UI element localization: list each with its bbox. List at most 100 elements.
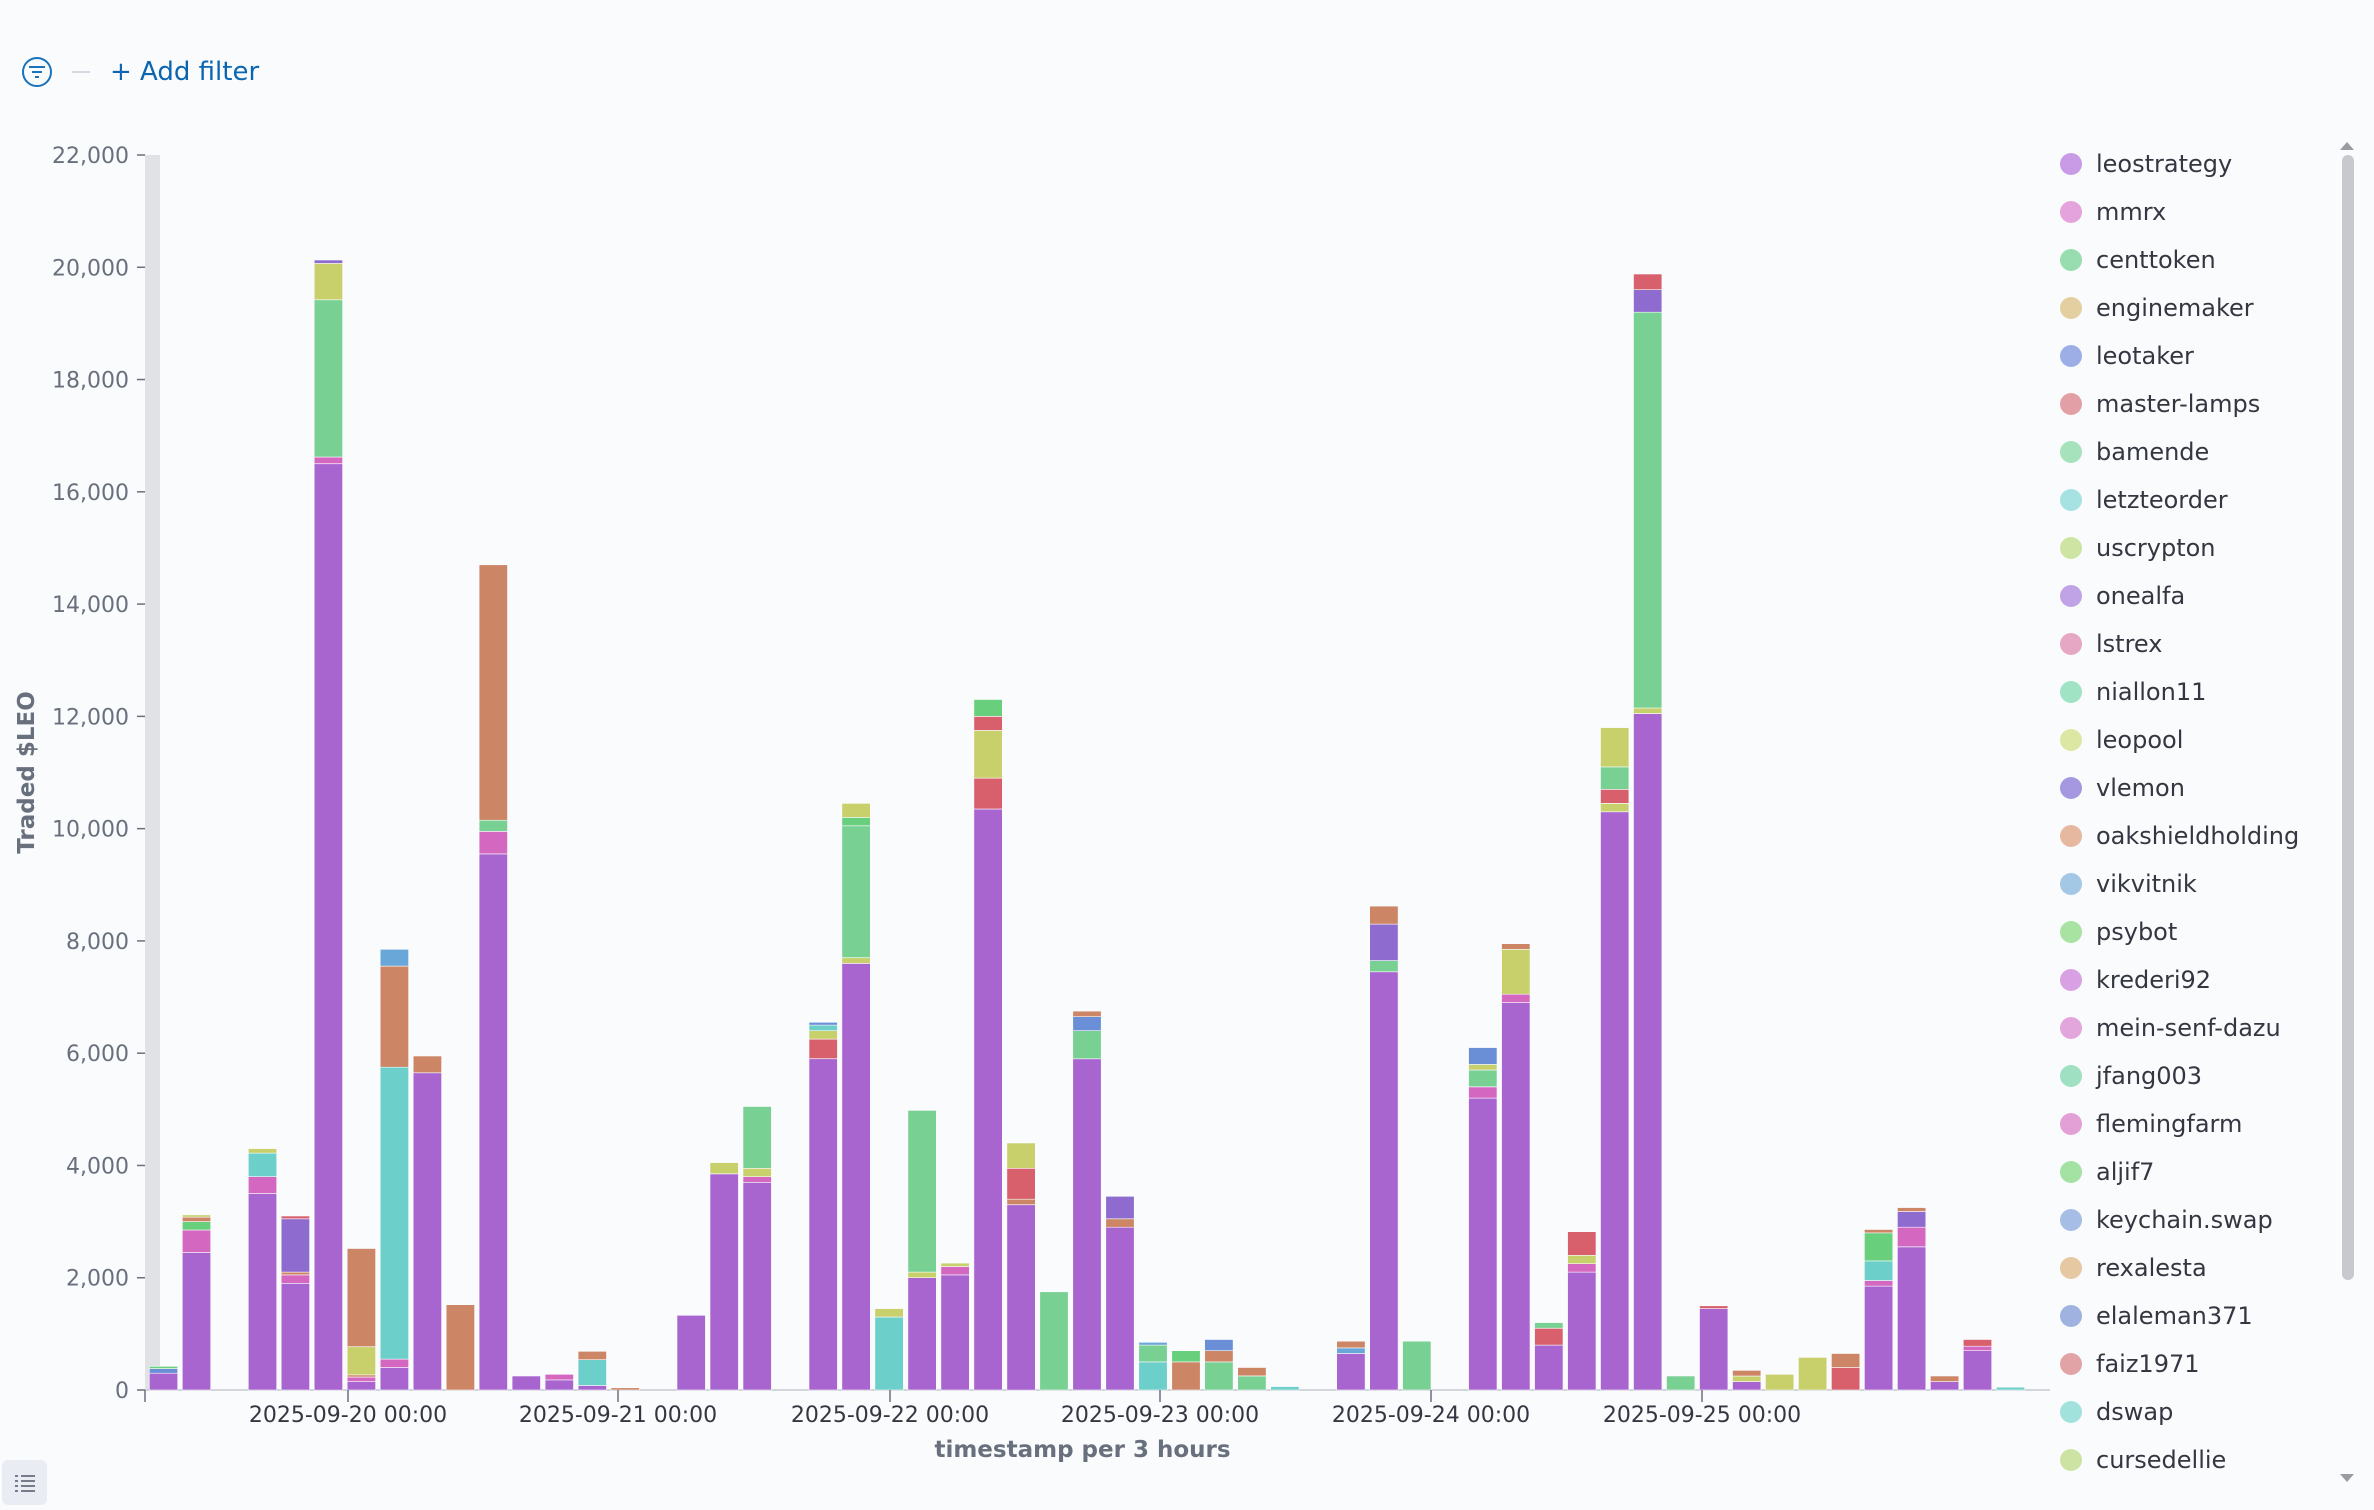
bar-segment[interactable] <box>346 1381 376 1391</box>
bar-segment[interactable] <box>1534 1328 1564 1346</box>
bar-segment[interactable] <box>1864 1229 1894 1234</box>
legend-item[interactable]: oakshieldholding <box>2060 812 2330 860</box>
legend-item[interactable]: mmrx <box>2060 188 2330 236</box>
bar-segment[interactable] <box>742 1106 772 1169</box>
bar-segment[interactable] <box>1204 1350 1234 1363</box>
bar-segment[interactable] <box>1105 1226 1135 1391</box>
bar-segment[interactable] <box>182 1214 212 1218</box>
bar-segment[interactable] <box>248 1148 278 1154</box>
bar-segment[interactable] <box>1534 1322 1564 1329</box>
bar-segment[interactable] <box>379 948 409 967</box>
bar-segment[interactable] <box>1600 766 1630 790</box>
legend-toggle-button[interactable] <box>2 1460 47 1505</box>
bar-segment[interactable] <box>577 1351 607 1361</box>
bar-segment[interactable] <box>1501 948 1531 995</box>
bar-segment[interactable] <box>1336 1340 1366 1349</box>
bar-segment[interactable] <box>841 957 871 964</box>
bar-segment[interactable] <box>1699 1305 1729 1309</box>
bar-segment[interactable] <box>280 1271 310 1276</box>
legend-item[interactable]: leotaker <box>2060 332 2330 380</box>
bar-segment[interactable] <box>313 456 343 464</box>
bar-segment[interactable] <box>379 965 409 1068</box>
bar-segment[interactable] <box>478 819 508 832</box>
legend-item[interactable]: leostrategy <box>2060 140 2330 188</box>
bar-segment[interactable] <box>1468 1069 1498 1088</box>
bar-segment[interactable] <box>874 1316 904 1391</box>
bar-segment[interactable] <box>412 1072 442 1391</box>
bar-segment[interactable] <box>1567 1271 1597 1391</box>
bar-segment[interactable] <box>907 1110 937 1273</box>
legend-item[interactable]: bamende <box>2060 428 2330 476</box>
bar-segment[interactable] <box>1006 1198 1036 1205</box>
add-filter-button[interactable]: + Add filter <box>110 57 260 87</box>
bar-segment[interactable] <box>1369 905 1399 925</box>
bar-segment[interactable] <box>808 1021 838 1026</box>
bar-segment[interactable] <box>1336 1353 1366 1391</box>
bar-segment[interactable] <box>248 1176 278 1194</box>
bar-segment[interactable] <box>1237 1375 1267 1391</box>
legend-item[interactable]: aljif7 <box>2060 1148 2330 1196</box>
bar-segment[interactable] <box>1864 1280 1894 1287</box>
legend-item[interactable]: vlemon <box>2060 764 2330 812</box>
bar-segment[interactable] <box>1600 811 1630 1391</box>
bar-segment[interactable] <box>1006 1142 1036 1169</box>
bar-segment[interactable] <box>973 699 1003 717</box>
bar-segment[interactable] <box>478 831 508 855</box>
legend-item[interactable]: dswap <box>2060 1388 2330 1436</box>
legend-item[interactable]: uscrypton <box>2060 524 2330 572</box>
bar-segment[interactable] <box>1633 273 1663 290</box>
bar-segment[interactable] <box>907 1277 937 1391</box>
bar-segment[interactable] <box>907 1271 937 1278</box>
bar-segment[interactable] <box>1336 1347 1366 1354</box>
bar-segment[interactable] <box>1402 1340 1432 1391</box>
bar-segment[interactable] <box>280 1218 310 1273</box>
bar-segment[interactable] <box>248 1193 278 1391</box>
bar-segment[interactable] <box>1831 1353 1861 1368</box>
bar-segment[interactable] <box>1369 923 1399 961</box>
bar-segment[interactable] <box>1864 1260 1894 1281</box>
bar-segment[interactable] <box>1369 971 1399 1391</box>
legend-item[interactable]: krederi92 <box>2060 956 2330 1004</box>
bar-segment[interactable] <box>379 1066 409 1360</box>
bar-segment[interactable] <box>511 1375 541 1391</box>
legend-item[interactable]: leopool <box>2060 716 2330 764</box>
bar-segment[interactable] <box>1270 1386 1300 1391</box>
bar-segment[interactable] <box>280 1283 310 1391</box>
legend-item[interactable]: centtoken <box>2060 236 2330 284</box>
legend-item[interactable]: mein-senf-dazu <box>2060 1004 2330 1052</box>
bar-segment[interactable] <box>808 1024 838 1031</box>
legend-item[interactable]: master-lamps <box>2060 380 2330 428</box>
bar-segment[interactable] <box>379 1358 409 1368</box>
bar-segment[interactable] <box>445 1304 475 1391</box>
bar-segment[interactable] <box>940 1262 970 1267</box>
bar-segment[interactable] <box>280 1274 310 1284</box>
legend-item[interactable]: lstrex <box>2060 620 2330 668</box>
bar-segment[interactable] <box>1006 1168 1036 1200</box>
bar-segment[interactable] <box>1171 1350 1201 1363</box>
bar-segment[interactable] <box>1633 289 1663 313</box>
bar-segment[interactable] <box>544 1374 574 1381</box>
bar-segment[interactable] <box>1600 727 1630 768</box>
bar-segment[interactable] <box>1567 1231 1597 1256</box>
legend-item[interactable]: elaleman371 <box>2060 1292 2330 1340</box>
bar-segment[interactable] <box>1138 1344 1168 1363</box>
bar-segment[interactable] <box>1798 1357 1828 1391</box>
bar-segment[interactable] <box>841 803 871 818</box>
bar-segment[interactable] <box>1864 1285 1894 1391</box>
bar-segment[interactable] <box>1501 1002 1531 1391</box>
bar-segment[interactable] <box>973 808 1003 1391</box>
legend-item[interactable]: cursedellie <box>2060 1436 2330 1475</box>
bar-segment[interactable] <box>808 1058 838 1391</box>
bar-segment[interactable] <box>1996 1386 2026 1391</box>
bar-segment[interactable] <box>709 1173 739 1391</box>
bar-segment[interactable] <box>1633 311 1663 709</box>
bar-segment[interactable] <box>1600 788 1630 804</box>
bar-segment[interactable] <box>1369 960 1399 973</box>
bar-segment[interactable] <box>1864 1232 1894 1262</box>
legend-item[interactable]: enginemaker <box>2060 284 2330 332</box>
bar-segment[interactable] <box>346 1376 376 1382</box>
bar-segment[interactable] <box>973 730 1003 779</box>
bar-segment[interactable] <box>182 1252 212 1391</box>
bar-segment[interactable] <box>1204 1361 1234 1391</box>
bar-segment[interactable] <box>1963 1345 1993 1351</box>
